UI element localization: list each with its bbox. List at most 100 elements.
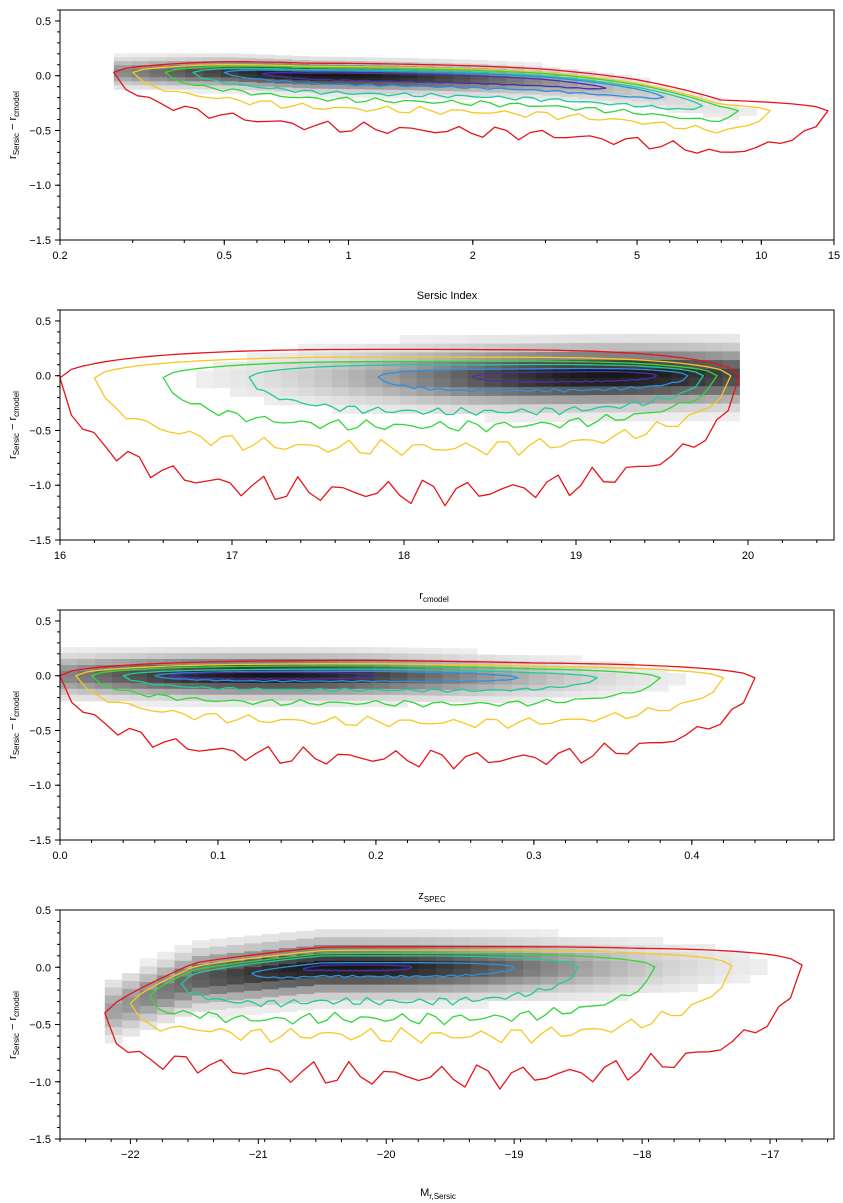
density-bin xyxy=(146,653,165,660)
density-bin xyxy=(366,1000,385,1009)
density-bin xyxy=(104,1019,123,1028)
density-bin xyxy=(320,665,339,672)
density-bin xyxy=(417,58,436,63)
density-bin xyxy=(436,953,454,962)
density-bin xyxy=(417,74,436,79)
density-bin xyxy=(246,361,265,371)
density-bin xyxy=(459,660,478,667)
density-bin xyxy=(381,57,400,63)
x-tick-label: 16 xyxy=(54,550,66,562)
x-tick-label: 15 xyxy=(828,250,840,262)
density-bin xyxy=(467,361,486,371)
density-bin xyxy=(185,73,204,78)
density-bin xyxy=(436,976,454,986)
density-bin xyxy=(167,81,186,86)
density-bin xyxy=(279,948,297,957)
density-bin xyxy=(529,697,547,704)
density-bin xyxy=(382,369,401,379)
density-bin xyxy=(552,351,571,362)
density-bin xyxy=(637,342,655,352)
density-bin xyxy=(279,987,297,997)
density-bin xyxy=(529,661,547,668)
density-bin xyxy=(633,673,652,680)
density-bin xyxy=(523,945,541,954)
density-bin xyxy=(705,412,723,422)
density-bin xyxy=(331,984,350,993)
density-bin xyxy=(167,57,186,62)
density-bin xyxy=(348,378,367,388)
density-bin xyxy=(433,335,452,345)
density-bin xyxy=(285,659,304,666)
density-bin xyxy=(524,94,543,99)
density-bin xyxy=(518,395,537,405)
density-bin xyxy=(418,984,437,993)
density-bin xyxy=(149,85,168,90)
density-bin xyxy=(129,659,148,666)
density-bin xyxy=(209,994,228,1003)
density-bin xyxy=(417,82,436,88)
density-bin xyxy=(296,954,315,963)
density-bin xyxy=(263,370,282,380)
density-bin xyxy=(435,91,454,96)
density-bin xyxy=(488,984,507,993)
density-bin xyxy=(390,701,408,708)
density-bin xyxy=(453,937,472,946)
y-tick-label: −0.5 xyxy=(29,425,51,437)
density-bin xyxy=(113,57,133,62)
density-bin xyxy=(199,653,217,660)
density-bin xyxy=(314,361,333,371)
density-bin xyxy=(185,57,204,62)
density-bin xyxy=(310,80,329,86)
density-bin xyxy=(122,973,141,982)
density-bin xyxy=(722,360,740,370)
density-bin xyxy=(149,57,168,62)
contour-green xyxy=(162,360,718,433)
contour-layer xyxy=(104,945,803,1090)
density-bin xyxy=(122,1028,141,1037)
density-bin xyxy=(654,403,672,413)
density-bin xyxy=(399,58,418,63)
density-bin xyxy=(418,929,437,938)
density-bin xyxy=(292,60,311,65)
density-bin xyxy=(732,967,751,976)
density-bin xyxy=(320,682,339,690)
density-bin xyxy=(296,978,315,987)
density-bin xyxy=(484,369,503,379)
density-bin xyxy=(645,984,663,993)
density-bin xyxy=(191,956,210,965)
density-bin xyxy=(251,653,269,660)
density-bin xyxy=(112,647,130,654)
density-bin xyxy=(181,670,200,678)
density-bin xyxy=(314,369,333,379)
density-bin xyxy=(401,929,419,938)
density-bin xyxy=(191,940,210,949)
density-bin xyxy=(390,683,408,690)
density-bin xyxy=(320,659,339,666)
density-bin xyxy=(722,403,740,413)
density-bin xyxy=(372,694,391,702)
density-bin xyxy=(60,694,78,702)
density-bin xyxy=(174,992,193,1001)
density-bin xyxy=(560,97,579,102)
density-bin xyxy=(501,387,520,397)
density-bin xyxy=(488,992,507,1001)
density-bin xyxy=(313,1000,332,1009)
density-bin xyxy=(470,929,489,938)
density-bin xyxy=(433,361,452,371)
density-bin xyxy=(338,700,356,708)
density-bin xyxy=(511,684,530,692)
density-bin xyxy=(164,670,183,678)
density-bin xyxy=(518,334,537,344)
density-bin xyxy=(453,95,472,100)
density-bin xyxy=(331,387,350,397)
density-bin xyxy=(238,70,258,75)
density-bin xyxy=(261,949,280,959)
density-bin xyxy=(285,647,304,654)
density-bin xyxy=(167,69,186,74)
density-bin xyxy=(627,945,646,954)
density-bin xyxy=(613,95,633,100)
density-bin xyxy=(667,92,686,97)
density-bin xyxy=(292,92,311,97)
density-bin xyxy=(104,1027,123,1036)
density-bin xyxy=(60,682,78,690)
